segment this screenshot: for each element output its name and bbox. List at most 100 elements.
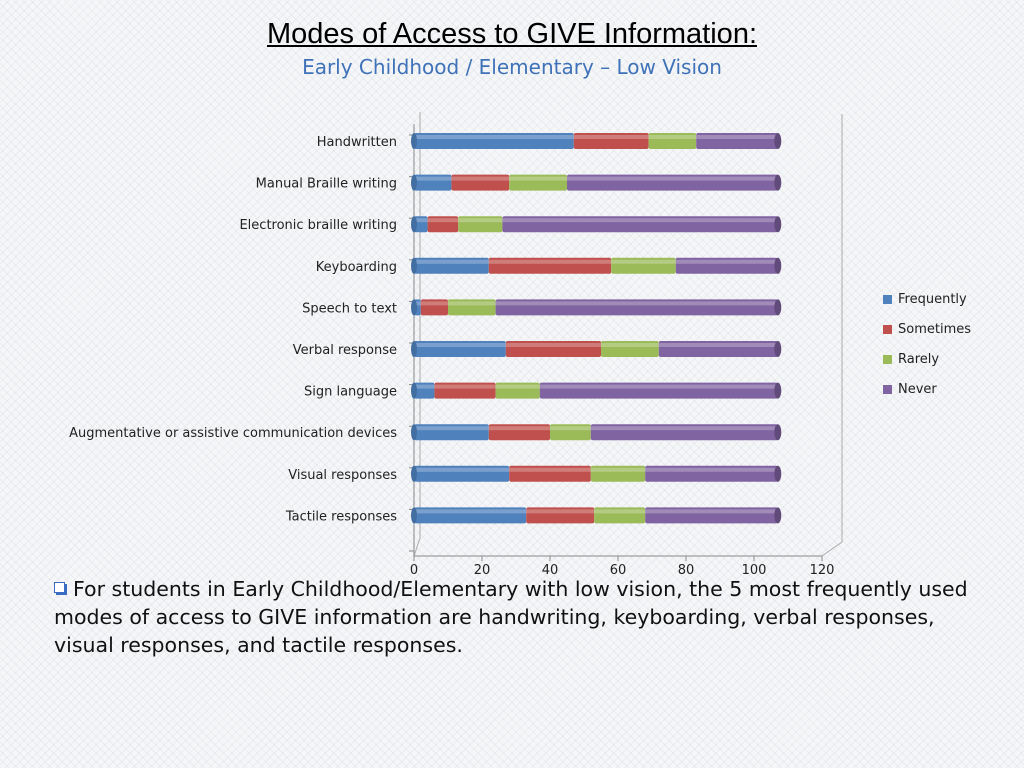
bar-segment-highlight	[414, 343, 506, 347]
bar-segment-highlight	[550, 426, 591, 431]
bar-start-cap	[411, 382, 417, 399]
bar-segment-highlight	[526, 509, 595, 514]
bar-segment	[590, 465, 646, 482]
bar-end-cap	[774, 465, 782, 482]
bar-segment-highlight	[675, 259, 778, 264]
bar-segment	[451, 174, 510, 191]
legend-label: Rarely	[898, 351, 940, 367]
bar-end-cap	[774, 133, 782, 149]
bar-segment-highlight	[539, 384, 778, 389]
bar-start-cap	[411, 174, 417, 191]
x-tick-label: 60	[610, 563, 627, 578]
bar-segment-highlight	[495, 301, 778, 306]
x-tick-label: 20	[474, 563, 491, 578]
bar-segment	[526, 507, 595, 524]
chart-legend: Frequently Sometimes Rarely Never	[883, 284, 971, 404]
bar-segment-highlight	[590, 426, 778, 431]
bar-segment-highlight	[434, 384, 496, 389]
legend-item: Frequently	[883, 284, 971, 314]
bar-segment	[414, 382, 435, 399]
bar-start-cap	[411, 299, 417, 316]
category-label: Manual Braille writing	[256, 177, 397, 192]
bar-segment	[675, 257, 778, 274]
bar-segment-highlight	[696, 135, 778, 139]
bar-start-cap	[411, 465, 417, 482]
checkbox-bullet-icon	[54, 582, 65, 593]
bar-segment-highlight	[590, 467, 646, 472]
bar-segment-highlight	[488, 426, 550, 431]
legend-swatch	[883, 354, 892, 364]
bar-segment-highlight	[427, 218, 459, 223]
bar-segment	[488, 424, 550, 441]
bar-segment	[509, 174, 567, 191]
bar-segment-highlight	[448, 301, 496, 306]
bar-start-cap	[411, 216, 417, 233]
bar-segment	[414, 465, 510, 482]
bar-segment-highlight	[645, 509, 778, 514]
bar-segment-highlight	[414, 218, 428, 223]
bar-segment-highlight	[414, 301, 421, 306]
bar-segment	[427, 216, 459, 233]
bar-segment	[414, 507, 527, 524]
bar-segment-highlight	[645, 467, 778, 472]
category-label: Augmentative or assistive communication …	[69, 426, 397, 441]
x-tick-label: 0	[410, 563, 418, 578]
bar-end-cap	[774, 382, 782, 399]
bar-segment	[509, 465, 591, 482]
bar-segment	[414, 174, 452, 191]
bar-end-cap	[774, 341, 782, 357]
legend-swatch	[883, 384, 892, 394]
bar-segment-highlight	[648, 135, 697, 139]
bar-segment-highlight	[573, 135, 649, 139]
bar-segment	[495, 299, 778, 316]
bar-segment-highlight	[505, 343, 601, 347]
bar-segment	[696, 133, 778, 149]
legend-label: Sometimes	[898, 321, 972, 337]
bar-segment	[648, 133, 697, 149]
bar-segment	[414, 216, 428, 233]
legend-label: Never	[898, 381, 937, 397]
bar-segment	[414, 424, 489, 441]
bar-segment	[550, 424, 591, 441]
legend-item: Sometimes	[883, 314, 971, 344]
slide-title: Modes of Access to GIVE Information:	[267, 18, 757, 50]
bar-end-cap	[774, 257, 782, 274]
bar-segment	[594, 507, 646, 524]
bar-segment-highlight	[495, 384, 540, 389]
category-label: Electronic braille writing	[239, 218, 397, 233]
bar-segment-highlight	[414, 384, 435, 389]
bar-segment-highlight	[414, 467, 510, 472]
bar-segment-highlight	[414, 135, 574, 139]
bar-segment	[414, 257, 489, 274]
bar-start-cap	[411, 507, 417, 524]
x-tick-label: 120	[810, 563, 835, 578]
category-label: Tactile responses	[285, 509, 397, 524]
stacked-bar-chart: 0 20 40 60 80 100 120 Handwritten Manual Braille…	[69, 112, 843, 578]
x-tick-label: 100	[742, 563, 767, 578]
bar-segment	[658, 341, 778, 357]
category-label: Speech to text	[302, 301, 397, 316]
bar-end-cap	[774, 216, 782, 233]
x-tick-label: 40	[542, 563, 559, 578]
bar-start-cap	[411, 341, 417, 357]
bar-segment	[495, 382, 540, 399]
bar-segment-highlight	[509, 467, 591, 472]
bar-segment-highlight	[420, 301, 448, 306]
legend-label: Frequently	[898, 291, 967, 307]
bar-segment-highlight	[509, 176, 567, 181]
bar-segment	[502, 216, 778, 233]
category-label: Keyboarding	[316, 260, 397, 275]
summary-text: For students in Early Childhood/Elementa…	[54, 577, 968, 657]
bar-segment	[601, 341, 659, 357]
legend-swatch	[883, 294, 892, 304]
legend-item: Rarely	[883, 344, 971, 374]
bar-end-cap	[774, 299, 782, 316]
category-label: Visual responses	[288, 468, 397, 483]
bar-segment	[567, 174, 778, 191]
bar-start-cap	[411, 424, 417, 441]
floor-depth-line	[413, 537, 421, 557]
bar-segment-highlight	[451, 176, 510, 181]
bar-segment-highlight	[414, 426, 489, 431]
bar-end-cap	[774, 507, 782, 524]
bar-segment-highlight	[414, 509, 527, 514]
